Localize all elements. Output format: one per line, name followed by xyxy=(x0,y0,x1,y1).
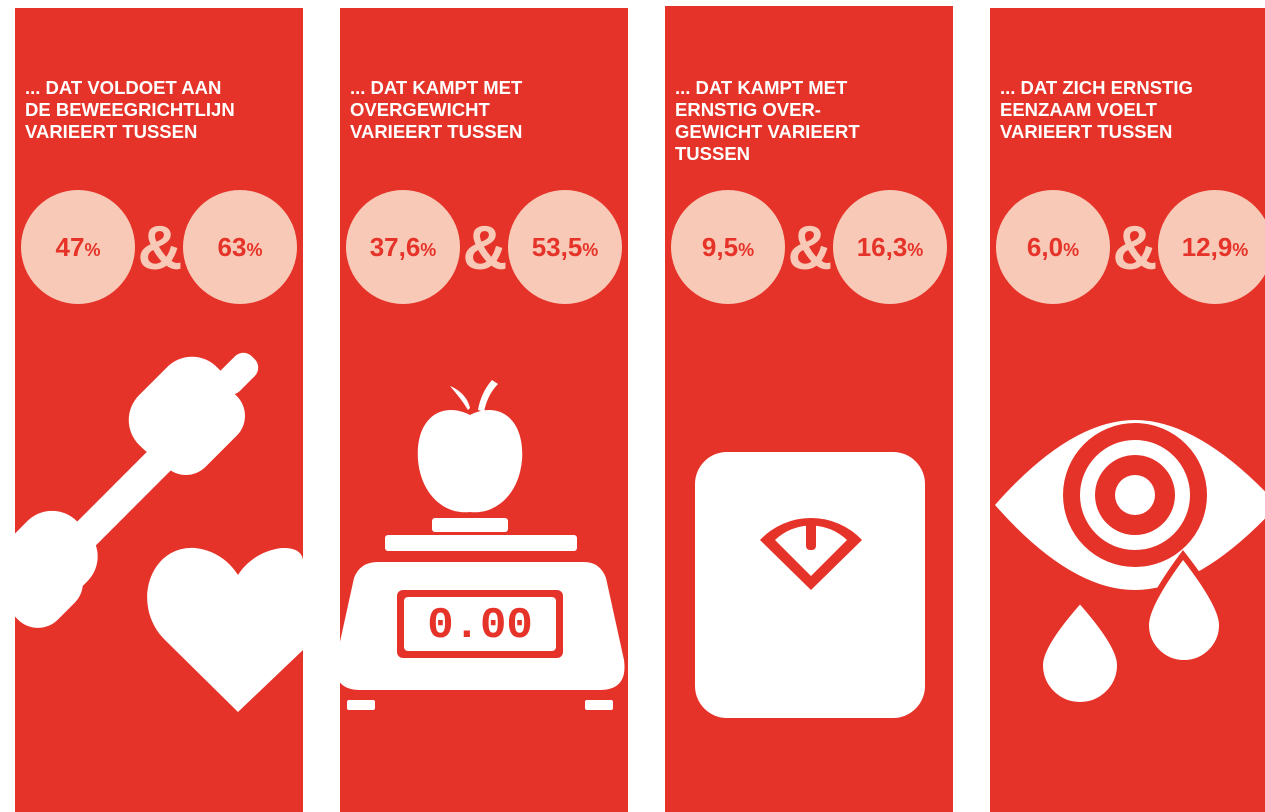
value-label: 6,0% xyxy=(1027,232,1079,262)
panel-heading: OVERGEWICHT xyxy=(350,99,490,120)
value-number: 12,9 xyxy=(1182,232,1233,262)
dumbbell-heart-icon xyxy=(0,352,303,712)
connector: & xyxy=(788,214,833,283)
panel-heading: VARIEERT TUSSEN xyxy=(350,121,522,142)
value-number: 9,5 xyxy=(702,232,738,262)
value-unit: % xyxy=(738,240,754,260)
panel-heading: GEWICHT VARIEERT xyxy=(675,121,860,142)
value-circle xyxy=(183,190,297,304)
connector: & xyxy=(138,214,183,283)
panel-heading: ERNSTIG OVER- xyxy=(675,99,821,120)
value-circle xyxy=(833,190,947,304)
value-unit: % xyxy=(582,240,598,260)
scale-icon xyxy=(335,380,625,710)
panel-heading: DE BEWEEGRICHTLIJN xyxy=(25,99,235,120)
panel-heading: EENZAAM VOELT xyxy=(1000,99,1158,120)
bathroom-scale-icon xyxy=(695,452,925,718)
value-unit: % xyxy=(1232,240,1248,260)
value-circle xyxy=(346,190,460,304)
value-unit: % xyxy=(84,240,100,260)
value-number: 63 xyxy=(218,232,247,262)
value-unit: % xyxy=(420,240,436,260)
value-label: 37,6% xyxy=(370,232,437,262)
value-circle xyxy=(21,190,135,304)
value-unit: % xyxy=(907,240,923,260)
panel-heading: ... DAT ZICH ERNSTIG xyxy=(1000,77,1193,98)
panel xyxy=(990,8,1265,812)
value-number: 16,3 xyxy=(857,232,908,262)
value-number: 47 xyxy=(56,232,85,262)
scale-display: 0.00 xyxy=(427,601,533,651)
value-number: 6,0 xyxy=(1027,232,1063,262)
connector: & xyxy=(1113,214,1158,283)
value-circle xyxy=(1158,190,1265,304)
connector: & xyxy=(463,214,508,283)
panel-heading: ... DAT VOLDOET AAN xyxy=(25,77,221,98)
value-label: 16,3% xyxy=(857,232,924,262)
value-label: 47% xyxy=(56,232,101,262)
value-label: 12,9% xyxy=(1182,232,1249,262)
value-unit: % xyxy=(1063,240,1079,260)
value-label: 53,5% xyxy=(532,232,599,262)
panel-heading: VARIEERT TUSSEN xyxy=(1000,121,1172,142)
value-number: 53,5 xyxy=(532,232,583,262)
value-circle xyxy=(996,190,1110,304)
panel-heading: ... DAT KAMPT MET xyxy=(675,77,848,98)
value-unit: % xyxy=(246,240,262,260)
value-label: 63% xyxy=(218,232,263,262)
value-label: 9,5% xyxy=(702,232,754,262)
value-circle xyxy=(508,190,622,304)
panel-heading: VARIEERT TUSSEN xyxy=(25,121,197,142)
panel-heading: TUSSEN xyxy=(675,143,750,164)
panel-heading: ... DAT KAMPT MET xyxy=(350,77,523,98)
value-number: 37,6 xyxy=(370,232,421,262)
value-circle xyxy=(671,190,785,304)
eye-icon xyxy=(995,420,1265,708)
